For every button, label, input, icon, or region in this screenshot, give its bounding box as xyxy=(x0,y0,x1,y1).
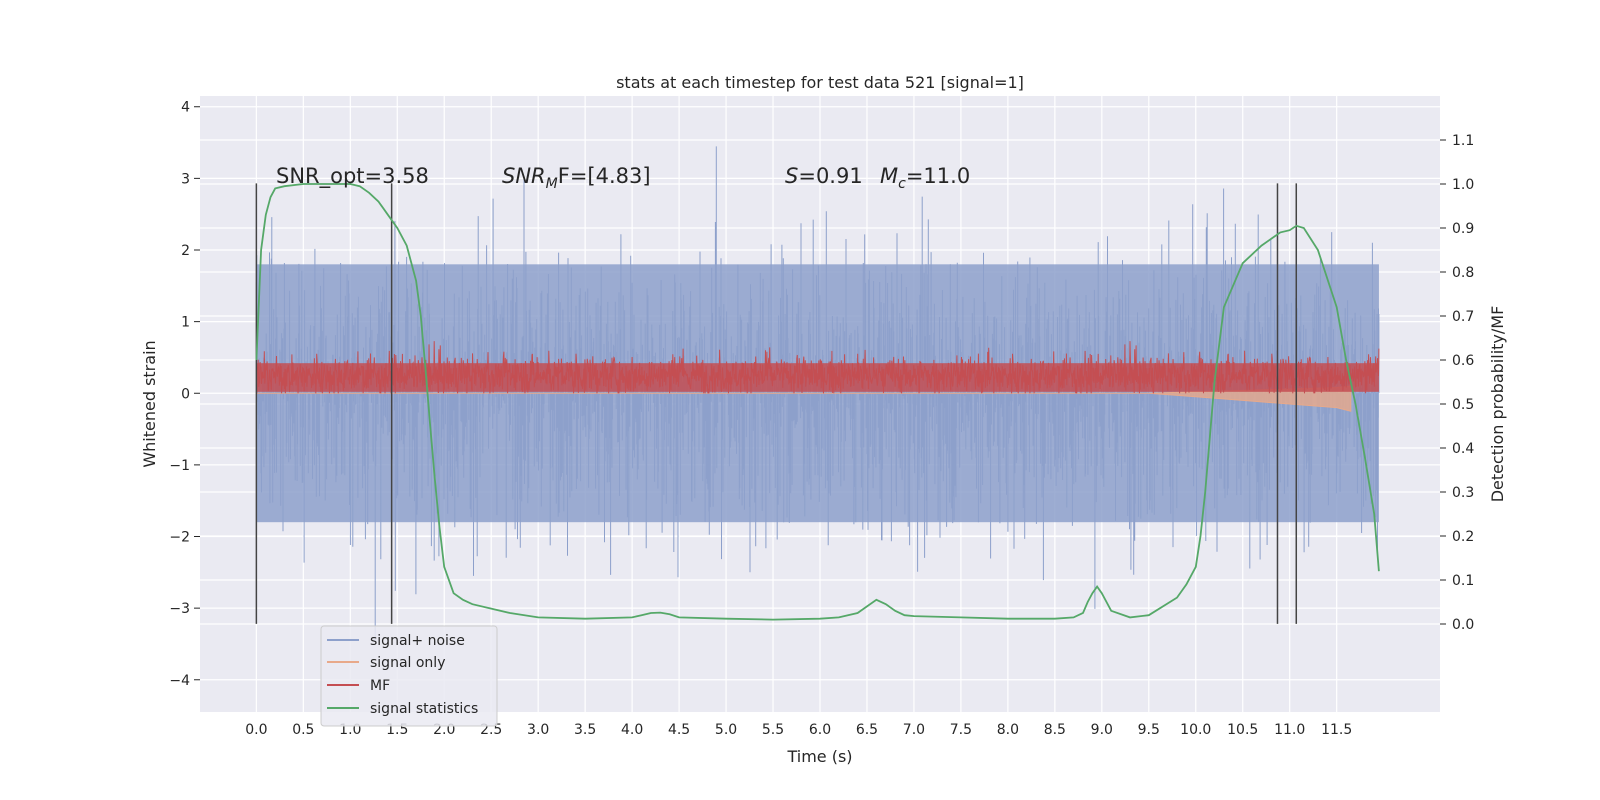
x-tick-label: 7.5 xyxy=(950,722,972,738)
y2-tick-label: 1.0 xyxy=(1452,177,1474,193)
y2-tick-label: 0.3 xyxy=(1452,485,1474,501)
annotation-snr-opt: SNR_opt=3.58 xyxy=(276,164,429,189)
x-tick-label: 5.5 xyxy=(762,722,784,738)
x-axis-ticks: 0.0 0.5 1.0 1.5 2.0 2.5 3.0 3.5 4.0 4.5 5.0 5.5 6.0 6… xyxy=(245,722,1352,738)
y2-tick-label: 0.9 xyxy=(1452,221,1474,237)
y2-tick-label: 1.1 xyxy=(1452,133,1474,149)
x-tick-label: 6.5 xyxy=(856,722,878,738)
right-y-axis-ticks: 1.1 1.0 0.9 0.8 0.7 0.6 0.5 0.4 0.3 0.2 0.1 0.0 xyxy=(1440,133,1474,633)
annotation-mc-main: M xyxy=(880,164,898,188)
annotation-s-value: =0.91 xyxy=(798,164,862,188)
x-tick-label: 10.5 xyxy=(1227,722,1258,738)
annotation-snr-mf: SNRMF=[4.83] xyxy=(502,164,651,192)
y2-tick-label: 0.2 xyxy=(1452,529,1474,545)
y-tick-label: −3 xyxy=(169,601,190,617)
right-y-axis-label: Detection probability/MF xyxy=(1488,306,1507,503)
x-tick-label: 8.5 xyxy=(1044,722,1066,738)
x-tick-label: 4.0 xyxy=(621,722,643,738)
y-axis-ticks: 4 3 2 1 0 −1 −2 −3 −4 xyxy=(169,100,200,689)
annotation-mc-value: =11.0 xyxy=(906,164,970,188)
vertical-markers xyxy=(255,183,1298,624)
chart-title: stats at each timestep for test data 521… xyxy=(616,73,1024,92)
y-tick-label: −2 xyxy=(169,530,190,546)
y-tick-label: 0 xyxy=(181,386,190,402)
y2-tick-label: 0.0 xyxy=(1452,617,1474,633)
signal-statistics-line xyxy=(255,183,1380,621)
y2-tick-label: 0.5 xyxy=(1452,397,1474,413)
mf-trace xyxy=(255,341,1380,394)
mf-series xyxy=(255,341,1380,394)
x-tick-label: 0.0 xyxy=(245,722,267,738)
annotation-s-italic: S xyxy=(785,164,798,188)
y2-tick-label: 0.8 xyxy=(1452,265,1474,281)
y2-tick-label: 0.1 xyxy=(1452,573,1474,589)
annotation-mc-sub: c xyxy=(898,176,906,192)
annotation-snr-mf-rest: F=[4.83] xyxy=(558,164,651,188)
x-tick-label: 10.0 xyxy=(1180,722,1211,738)
legend-label-signal-only: signal only xyxy=(370,655,445,671)
x-tick-label: 8.0 xyxy=(997,722,1019,738)
x-tick-label: 9.5 xyxy=(1138,722,1160,738)
y-tick-label: 4 xyxy=(181,100,190,116)
x-tick-label: 9.0 xyxy=(1091,722,1113,738)
y-axis-label: Whitened strain xyxy=(140,340,159,467)
legend-label-signal-statistics: signal statistics xyxy=(370,701,478,717)
x-tick-label: 5.0 xyxy=(715,722,737,738)
annotation-snr-mf-sub: M xyxy=(546,176,558,192)
x-tick-label: 11.5 xyxy=(1321,722,1352,738)
y-tick-label: −1 xyxy=(169,458,190,474)
x-tick-label: 0.5 xyxy=(292,722,314,738)
y2-tick-label: 0.4 xyxy=(1452,441,1474,457)
y-tick-label: 1 xyxy=(181,315,190,331)
x-tick-label: 7.0 xyxy=(903,722,925,738)
legend-label-signal-noise: signal+ noise xyxy=(370,633,465,649)
legend-box xyxy=(320,625,498,727)
x-tick-label: 11.0 xyxy=(1274,722,1305,738)
legend-label-mf: MF xyxy=(370,678,390,694)
y2-tick-label: 0.7 xyxy=(1452,309,1474,325)
x-axis-label: Time (s) xyxy=(786,747,852,766)
legend: signal+ noise signal only MF signal stat… xyxy=(320,625,498,727)
y-tick-label: 2 xyxy=(181,243,190,259)
x-tick-label: 3.0 xyxy=(527,722,549,738)
x-tick-label: 6.0 xyxy=(809,722,831,738)
annotation-s: S=0.91 xyxy=(785,164,863,188)
annotation-snr-mf-main: SNR xyxy=(502,164,546,188)
x-tick-label: 4.5 xyxy=(668,722,690,738)
signal-statistics-series xyxy=(255,183,1380,621)
y-tick-label: −4 xyxy=(169,673,190,689)
y2-tick-label: 0.6 xyxy=(1452,353,1474,369)
annotation-mc: Mc=11.0 xyxy=(880,164,970,192)
x-tick-label: 3.5 xyxy=(574,722,596,738)
y-tick-label: 3 xyxy=(181,171,190,187)
